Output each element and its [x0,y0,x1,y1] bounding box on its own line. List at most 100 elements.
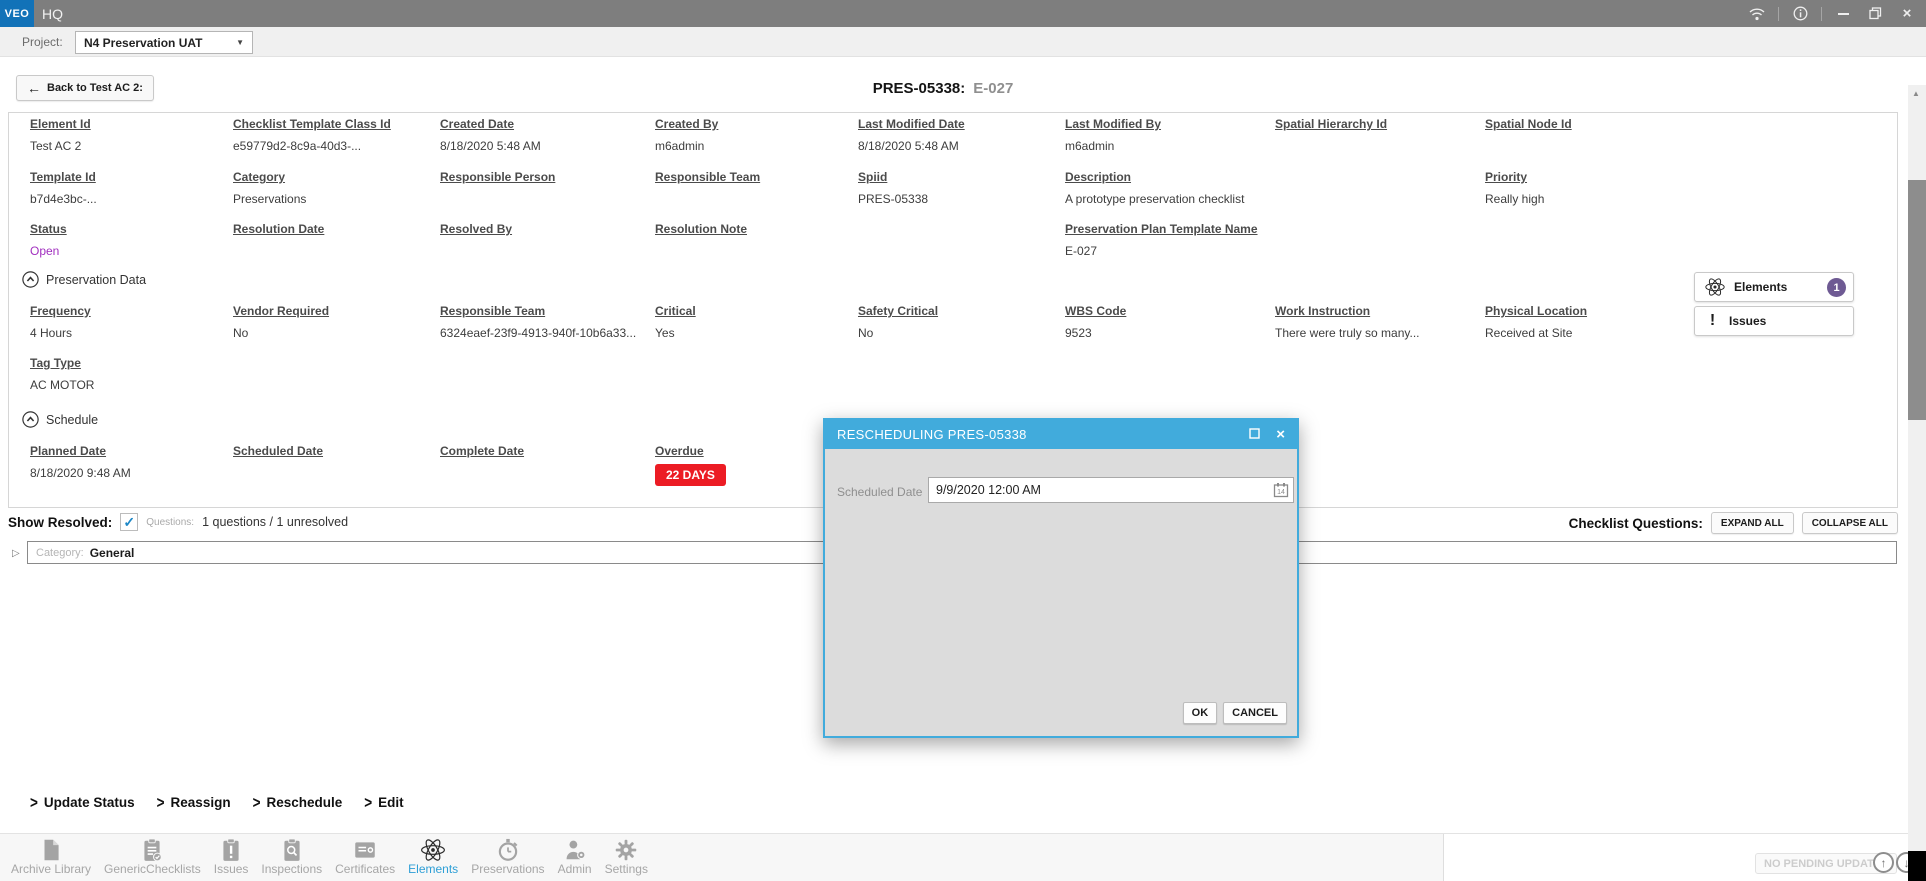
field-created-by: Created By m6admin [655,117,719,153]
field-complete-date: Complete Date [440,444,525,458]
ok-button[interactable]: OK [1182,702,1218,724]
elements-side-label: Elements [1734,280,1788,294]
scrollbar-corner [1908,851,1926,881]
field-status: Status Open [30,222,67,258]
show-resolved-row: Show Resolved: ✓ Questions: 1 questions … [8,513,348,531]
no-pending-updates-button: NO PENDING UPDATES [1755,853,1898,874]
questions-label: Questions: [146,516,195,528]
info-icon[interactable] [1789,4,1811,24]
toolbar-item-preservations[interactable]: Preservations [471,834,545,876]
dialog-close-button[interactable]: × [1276,426,1285,443]
sync-up-button[interactable]: ↑ [1873,852,1894,873]
scrollbar-thumb[interactable] [1908,180,1926,420]
dialog-title: RESCHEDULING PRES-05338 [837,427,1027,442]
toolbar-item-admin[interactable]: Admin [558,834,592,876]
category-expander-icon[interactable]: ▷ [12,548,20,559]
dialog-titlebar[interactable]: RESCHEDULING PRES-05338 × [825,420,1297,449]
stopwatch-icon [498,838,518,861]
dialog-body: Scheduled Date 14 OK CANCEL [825,449,1297,736]
reassign-link[interactable]: > Reassign [156,793,231,812]
titlebar-separator [1778,6,1779,21]
field-spiid: Spiid PRES-05338 [858,170,929,206]
toolbar-item-genericchecklists[interactable]: GenericChecklists [104,834,201,876]
schedule-title: Schedule [46,412,99,427]
field-last-modified-by: Last Modified By m6admin [1065,117,1162,153]
field-resolution-date: Resolution Date [233,222,325,236]
expand-all-button[interactable]: EXPAND ALL [1710,512,1794,534]
close-button[interactable]: × [1902,5,1912,22]
field-last-modified-date: Last Modified Date 8/18/2020 5:48 AM [858,117,965,153]
inspections-clipboard-icon [284,838,300,861]
record-name: E-027 [973,80,1014,97]
restore-icon [1868,7,1881,20]
field-responsible-team: Responsible Team [655,170,761,184]
field-frequency: Frequency 4 Hours [30,304,91,340]
wifi-icon[interactable] [1746,4,1768,24]
atom-icon [421,839,446,861]
toolbar-item-archive-library[interactable]: Archive Library [11,834,91,876]
wifi-icon-svg [1749,7,1765,20]
field-responsible-person: Responsible Person [440,170,556,184]
show-resolved-checkbox[interactable]: ✓ [120,513,139,531]
project-dropdown[interactable]: N4 Preservation UAT ▼ [75,31,253,54]
update-status-link[interactable]: > Update Status [30,793,135,812]
back-arrow-icon: ← [27,80,41,96]
project-bar: Project: N4 Preservation UAT ▼ [0,27,1926,57]
toolbar-item-issues[interactable]: Issues [214,834,248,876]
maximize-icon [1249,427,1260,439]
issues-side-button[interactable]: ! Issues [1694,306,1854,336]
field-priority: Priority Really high [1485,170,1545,206]
field-checklist-template-class-id: Checklist Template Class Id e59779d2-8c9a… [233,117,391,153]
back-button[interactable]: ← Back to Test AC 2: [16,75,154,101]
checklist-questions-label: Checklist Questions: [1568,515,1703,531]
toolbar-item-inspections[interactable]: Inspections [261,834,322,876]
minimize-button[interactable] [1832,4,1854,24]
toolbar-item-certificates[interactable]: Certificates [335,834,395,876]
actions-row: > Update Status > Reassign > Reschedule … [30,793,404,812]
collapse-chevron-icon [22,411,39,428]
toolbar-item-elements[interactable]: Elements [408,834,458,876]
issues-side-label: Issues [1729,314,1767,328]
field-template-id: Template Id b7d4e3bc-... [30,170,97,206]
calendar-icon[interactable]: 14 [1273,482,1289,498]
field-created-date: Created Date 8/18/2020 5:48 AM [440,117,541,153]
issues-clipboard-icon [223,838,239,861]
field-safety-critical: Safety Critical No [858,304,939,340]
preservation-data-section-toggle[interactable]: Preservation Data [22,271,146,288]
gear-icon [615,839,637,861]
page-title: PRES-05338: E-027 [0,80,1886,97]
chevron-right-icon: > [30,793,38,812]
toolbar-item-settings[interactable]: Settings [605,834,648,876]
field-wbs-code: WBS Code 9523 [1065,304,1127,340]
reschedule-link[interactable]: > Reschedule [252,793,343,812]
field-category: Category Preservations [233,170,307,206]
window-titlebar: VEO HQ [0,0,1926,27]
dialog-maximize-button[interactable] [1249,426,1260,444]
edit-link[interactable]: > Edit [364,793,404,812]
collapse-chevron-icon [22,271,39,288]
preservation-data-title: Preservation Data [46,272,147,287]
cancel-button[interactable]: CANCEL [1223,702,1287,724]
record-id: PRES-05338: [872,80,966,97]
scroll-up-icon[interactable]: ▲ [1912,89,1920,98]
schedule-section-toggle[interactable]: Schedule [22,411,98,428]
toolbar-items: Archive Library GenericChecklists [0,834,1444,881]
checklist-icon [144,838,163,862]
vertical-scrollbar[interactable]: ▲ [1908,85,1926,851]
elements-side-button[interactable]: Elements 1 [1694,272,1854,302]
elements-count-badge: 1 [1827,278,1846,297]
field-overdue: Overdue 22 DAYS [655,444,726,486]
titlebar-separator [1821,6,1822,21]
exclamation-icon: ! [1709,312,1716,329]
certificate-icon [355,842,375,858]
up-arrow-icon: ↑ [1880,855,1887,870]
collapse-all-button[interactable]: COLLAPSE ALL [1801,512,1898,534]
admin-user-gear-icon [566,840,586,860]
field-work-instruction: Work Instruction There were truly so many… [1275,304,1420,340]
restore-button[interactable] [1864,4,1886,24]
field-critical: Critical Yes [655,304,696,340]
category-label: Category: [36,546,84,559]
status-value: Open [30,244,60,258]
field-pd-responsible-team: Responsible Team 6324eaef-23f9-4913-940f-… [440,304,637,340]
scheduled-date-input[interactable] [928,477,1294,503]
